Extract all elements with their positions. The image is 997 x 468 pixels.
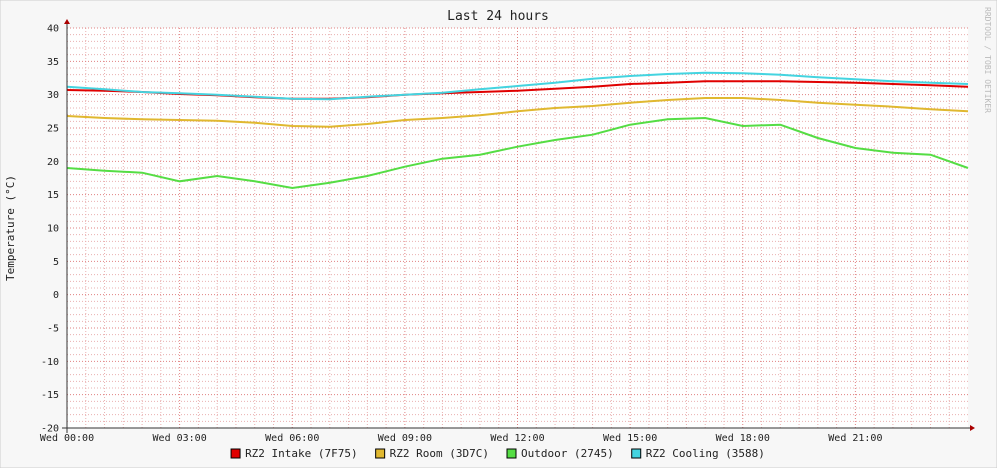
legend-label: Outdoor (2745) [521,447,614,460]
y-tick-label: 15 [47,190,59,201]
grid [66,27,968,429]
y-tick-label: -15 [41,390,59,401]
y-tick-label: 0 [53,290,59,301]
x-tick-label: Wed 03:00 [153,433,207,444]
y-tick-label: -20 [41,424,59,435]
x-tick-label: Wed 21:00 [828,433,882,444]
series-line [66,97,969,128]
legend-label: RZ2 Room (3D7C) [390,447,489,460]
legend-swatch [631,448,642,459]
x-tick-label: Wed 12:00 [490,433,544,444]
y-tick-label: 30 [47,90,59,101]
chart-title: Last 24 hours [447,9,549,24]
x-axis-arrow [970,425,975,431]
y-axis-label: Temperature (°C) [4,175,17,281]
legend-label: RZ2 Cooling (3588) [646,447,765,460]
legend-swatch [506,448,517,459]
y-tick-label: -10 [41,357,59,368]
x-tick-label: Wed 00:00 [40,433,94,444]
legend-label: RZ2 Intake (7F75) [245,447,358,460]
legend-swatch [230,448,241,459]
legend: RZ2 Intake (7F75) RZ2 Room (3D7C) Outdoor … [230,447,765,460]
y-tick-label: -5 [47,324,59,335]
series-line [66,116,969,190]
legend-swatch [375,448,386,459]
series-line [66,71,969,101]
x-tick-label: Wed 06:00 [265,433,319,444]
y-tick-label: 35 [47,57,59,68]
y-tick-label: 40 [47,24,59,35]
y-tick-label: 5 [53,257,59,268]
y-tick-label: 25 [47,124,59,135]
lines [66,71,969,190]
x-tick-label: Wed 18:00 [716,433,770,444]
x-tick-label: Wed 15:00 [603,433,657,444]
y-tick-label: 10 [47,224,59,235]
y-axis-arrow [64,19,70,24]
watermark: RRDTOOL / TOBI OETIKER [983,7,992,113]
x-tick-label: Wed 09:00 [378,433,432,444]
y-tick-label: 20 [47,157,59,168]
